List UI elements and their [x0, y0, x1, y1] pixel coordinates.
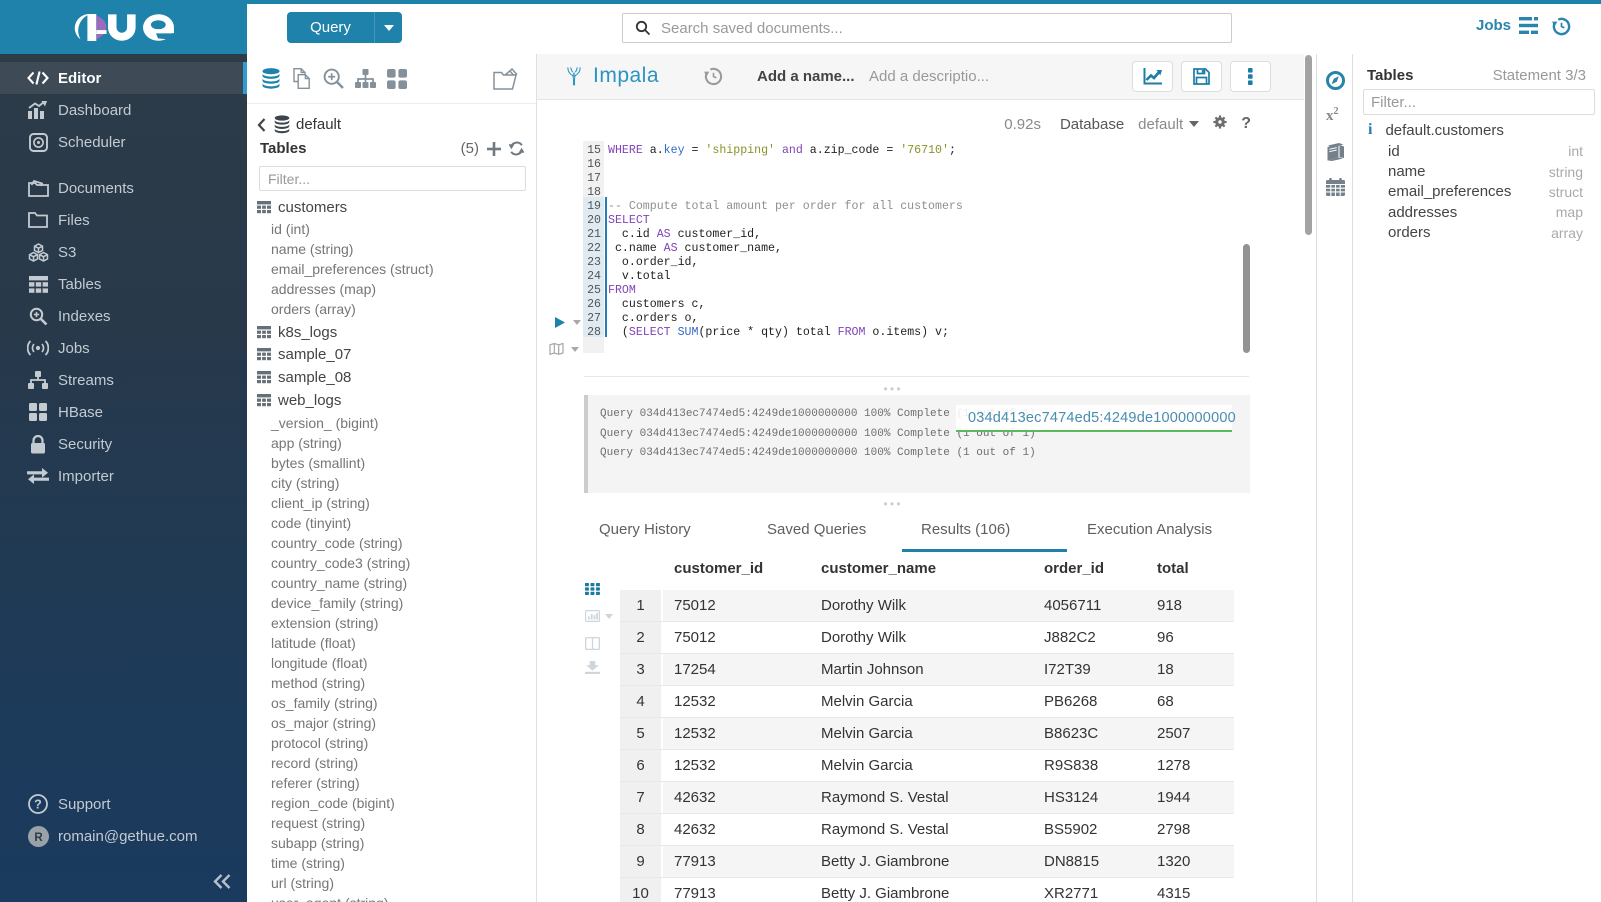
svg-text:R: R — [34, 832, 43, 844]
svg-text:?: ? — [34, 798, 42, 812]
